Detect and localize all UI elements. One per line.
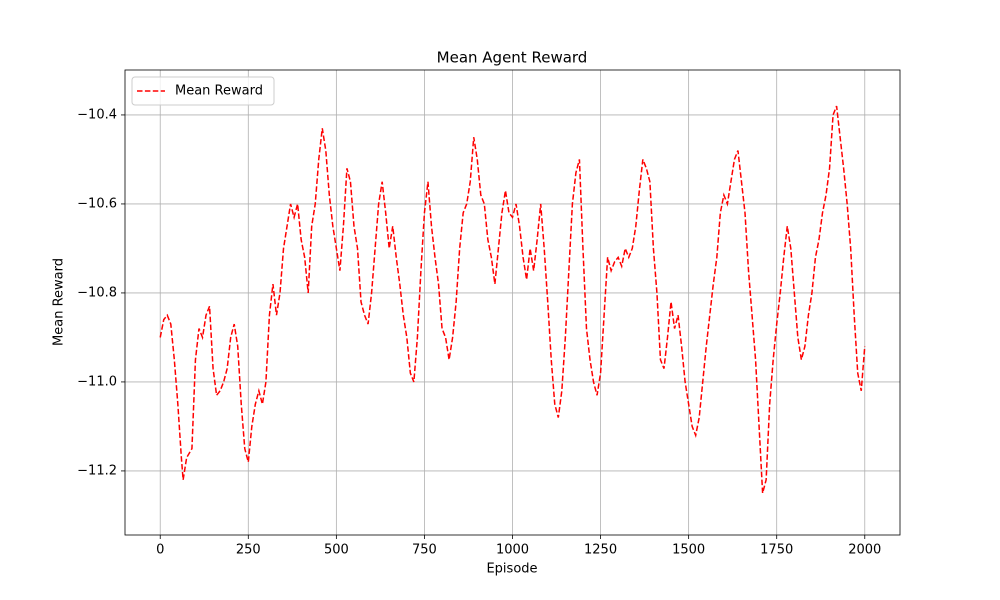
y-tick-label: −11.0 — [77, 374, 117, 389]
plot-frame — [124, 69, 901, 536]
x-tick-label: 1250 — [584, 543, 617, 558]
legend-label: Mean Reward — [175, 84, 263, 99]
y-axis-label: Mean Reward — [52, 258, 67, 346]
x-tick-label: 500 — [324, 543, 349, 558]
y-tick-label: −10.4 — [77, 107, 117, 122]
x-tick-label: 1750 — [760, 543, 793, 558]
data-line — [159, 105, 866, 494]
chart-title: Mean Agent Reward — [437, 49, 588, 67]
x-axis-label: Episode — [486, 562, 537, 577]
y-tick-label: −10.6 — [77, 196, 117, 211]
x-tick-label: 1500 — [672, 543, 705, 558]
y-tick-label: −11.2 — [77, 463, 117, 478]
x-tick-label: 2000 — [848, 543, 881, 558]
x-tick-label: 0 — [156, 543, 164, 558]
x-tick-label: 250 — [236, 543, 261, 558]
x-tick-label: 750 — [412, 543, 437, 558]
x-tick-label: 1000 — [496, 543, 529, 558]
legend-box — [131, 76, 275, 106]
y-tick-label: −10.8 — [77, 285, 117, 300]
